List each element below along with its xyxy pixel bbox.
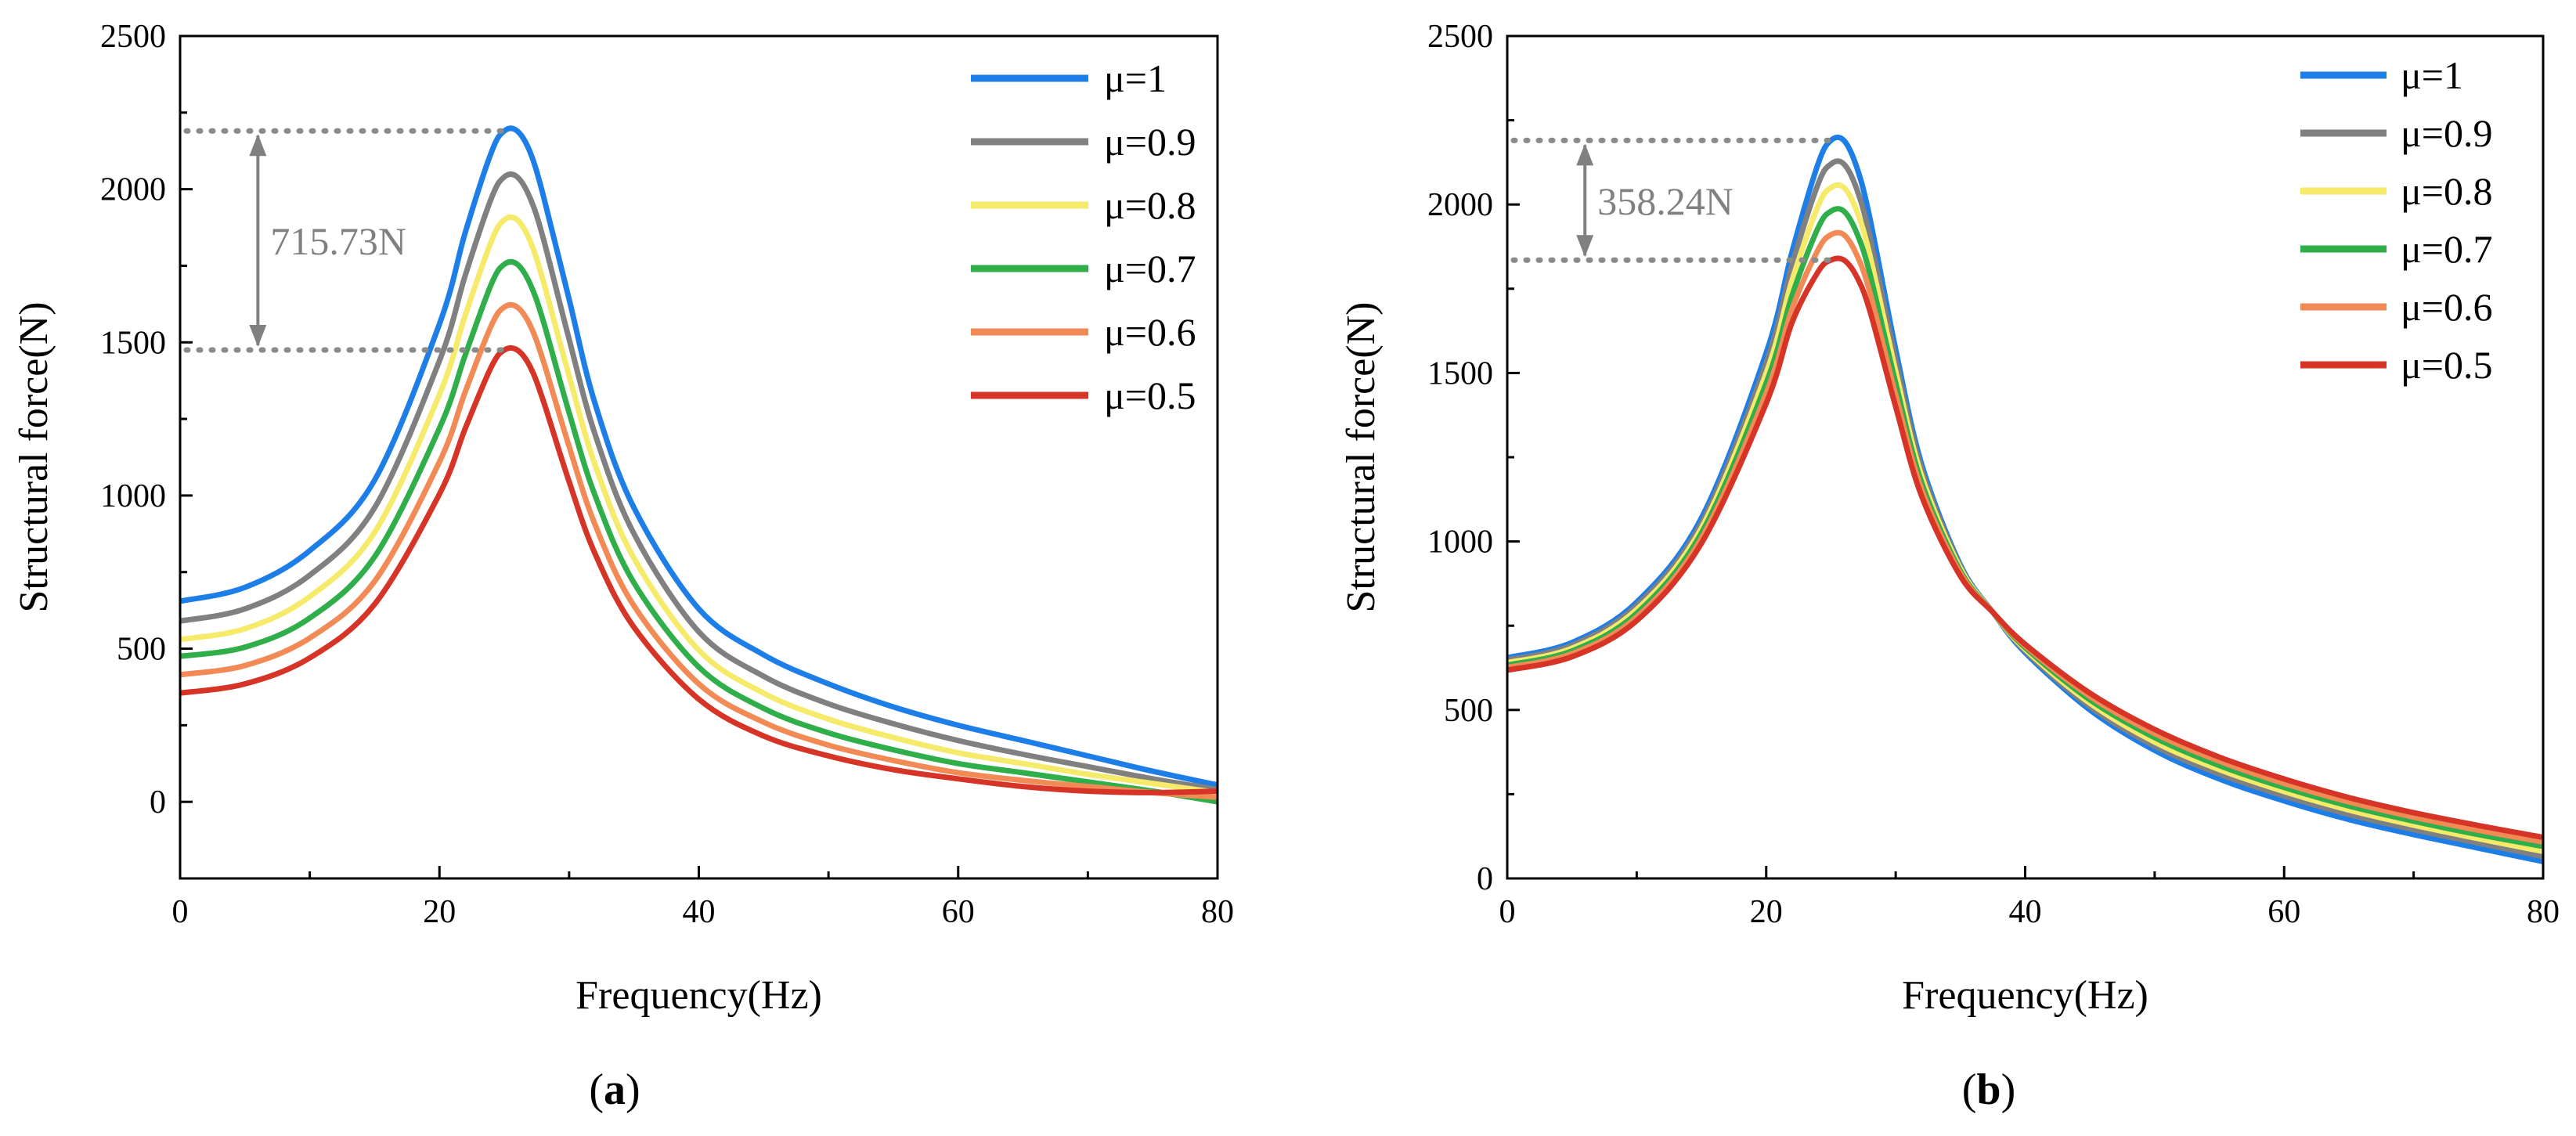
y-axis-title: Structural force(N): [1339, 301, 1384, 612]
x-tick-label: 60: [2268, 894, 2300, 930]
y-tick-label: 0: [150, 784, 166, 820]
legend-label-2: μ=0.8: [2401, 169, 2493, 213]
chart-panel-b: 0 20 40 60 80 0 500 1000 1500 2000 2500 Frequency(H…: [1339, 19, 2560, 1114]
y-tick-label: 1500: [100, 325, 166, 361]
y-tick-label: 500: [1444, 693, 1493, 729]
legend-label-1: μ=0.9: [1104, 120, 1196, 164]
chart-panel-a: 0 20 40 60 80 0 500 1000 1500 2000 2500 Frequency(H…: [12, 19, 1234, 1114]
legend-label-3: μ=0.7: [2401, 227, 2493, 271]
y-axis-title: Structural force(N): [12, 301, 56, 612]
series-line-4: [180, 301, 1218, 800]
x-tick-label: 40: [2009, 894, 2042, 930]
x-tick-label: 80: [2527, 894, 2560, 930]
series-line-0: [180, 125, 1218, 788]
y-tick-label: 1000: [100, 478, 166, 514]
legend-label-1: μ=0.9: [2401, 111, 2493, 155]
series-line-5: [1507, 255, 2543, 840]
legend-label-5: μ=0.5: [1104, 373, 1196, 417]
series-line-3: [1507, 206, 2543, 849]
series-line-0: [1507, 134, 2543, 864]
plot-frame: [1506, 34, 2545, 880]
y-tick-label: 1000: [1427, 525, 1493, 561]
x-tick-label: 20: [423, 894, 456, 930]
y-tick-label: 500: [117, 632, 166, 668]
series-line-2: [180, 214, 1218, 795]
dimension-arrowhead-up: [249, 134, 267, 157]
legend-label-0: μ=1: [1104, 56, 1167, 100]
legend-label-4: μ=0.6: [1104, 310, 1196, 354]
annotation-label: 358.24N: [1597, 179, 1734, 223]
x-tick-label: 60: [942, 894, 975, 930]
y-tick-label: 2000: [100, 172, 166, 208]
panel-label: (b): [1962, 1066, 2015, 1114]
y-tick-label: 2000: [1427, 187, 1493, 223]
series-line-2: [1507, 182, 2543, 855]
legend-label-3: μ=0.7: [1104, 247, 1196, 290]
y-tick-label: 0: [1477, 861, 1493, 897]
x-tick-label: 20: [1750, 894, 1783, 930]
dimension-arrowhead-down: [1576, 235, 1594, 258]
x-tick-label: 40: [683, 894, 716, 930]
dimension-arrowhead-down: [249, 325, 267, 348]
x-axis-title: Frequency(Hz): [575, 973, 822, 1018]
series-line-4: [1507, 229, 2543, 845]
legend-label-0: μ=1: [2401, 53, 2463, 97]
series-line-1: [180, 171, 1218, 792]
series-group: [1507, 134, 2543, 864]
x-axis-title: Frequency(Hz): [1902, 973, 2148, 1018]
y-tick-label: 1500: [1427, 355, 1493, 391]
dimension-arrowhead-up: [1576, 143, 1594, 166]
legend-label-5: μ=0.5: [2401, 343, 2493, 387]
y-tick-label: 2500: [1427, 19, 1493, 55]
series-group: [180, 125, 1218, 805]
legend-label-2: μ=0.8: [1104, 183, 1196, 227]
series-line-5: [180, 344, 1218, 795]
x-tick-label: 0: [172, 894, 189, 930]
series-line-1: [1507, 158, 2543, 860]
panel-label: (a): [589, 1066, 640, 1114]
x-tick-label: 80: [1201, 894, 1234, 930]
series-line-3: [180, 258, 1218, 805]
legend-label-4: μ=0.6: [2401, 285, 2493, 329]
y-tick-label: 2500: [100, 19, 166, 55]
x-tick-label: 0: [1499, 894, 1516, 930]
annotation-label: 715.73N: [270, 219, 406, 263]
